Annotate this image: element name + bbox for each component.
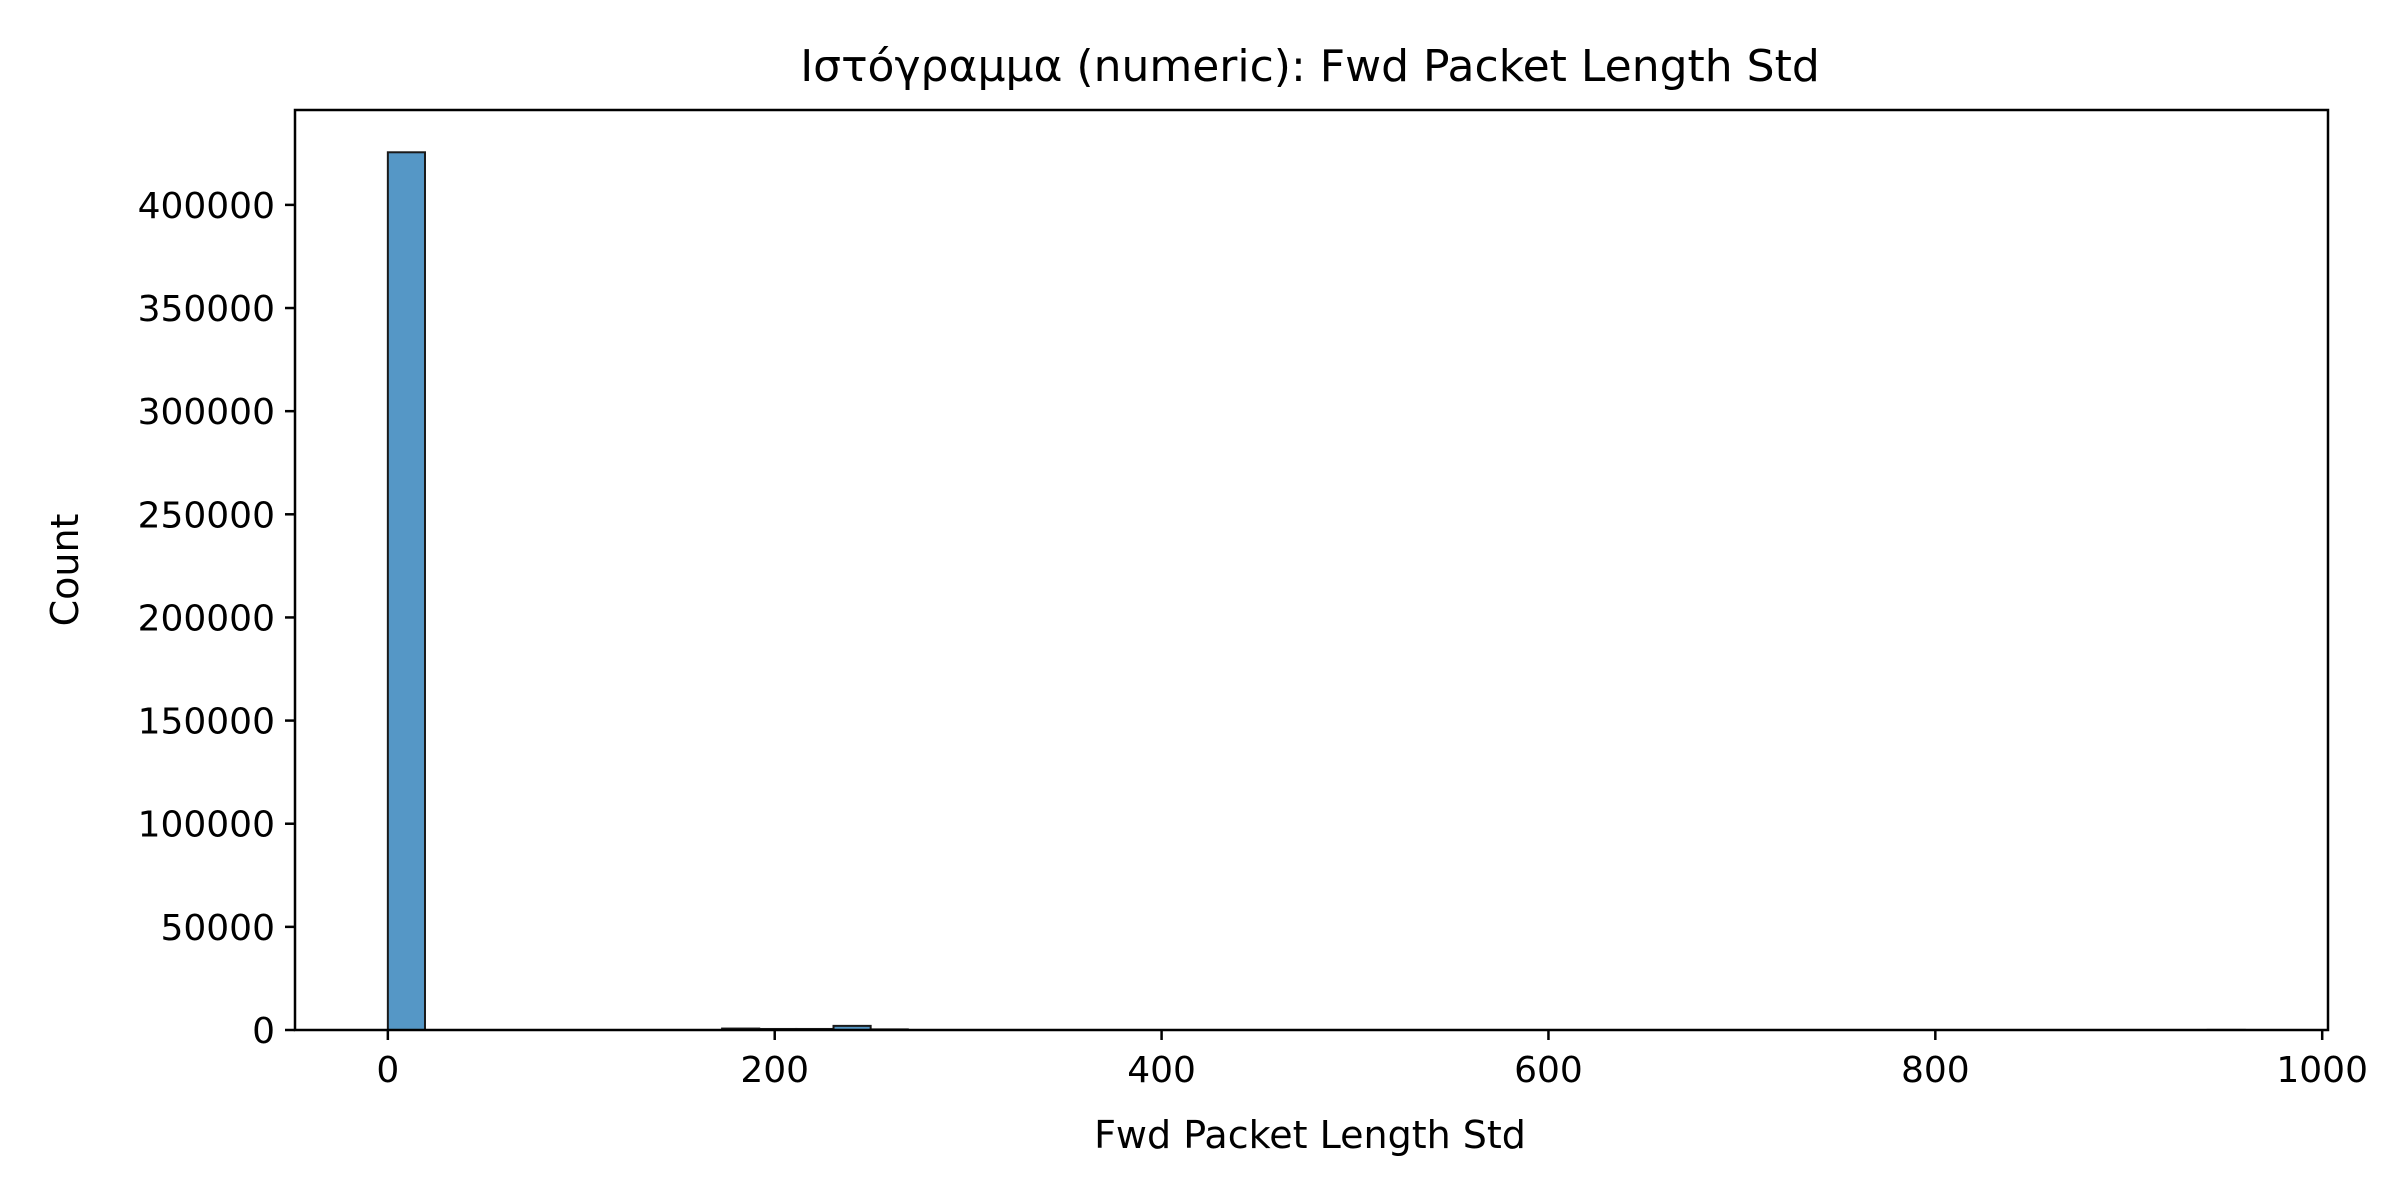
y-tick-label: 0 [252,1011,275,1052]
x-tick-label: 600 [1514,1050,1583,1091]
y-tick-label: 250000 [138,495,275,536]
y-axis-ticks: 0 50000 100000 150000 200000 250000 300000 3500… [138,186,295,1052]
y-tick-label: 200000 [138,598,275,639]
bars-group [386,151,2246,1032]
x-axis-ticks: 0 200 400 600 800 1000 [376,1030,2368,1091]
histogram-bar [386,151,426,1032]
chart-title: Ιστόγραμμα (numeric): Fwd Packet Length … [800,41,1820,92]
y-tick-label: 150000 [138,702,275,743]
x-tick-label: 1000 [2276,1050,2368,1091]
y-axis-label: Count [43,514,87,627]
y-tick-label: 400000 [138,186,275,227]
x-axis-label: Fwd Packet Length Std [1094,1113,1526,1157]
y-tick-label: 350000 [138,289,275,330]
y-tick-label: 100000 [138,805,275,846]
y-tick-label: 300000 [138,392,275,433]
x-tick-label: 200 [740,1050,809,1091]
y-tick-label: 50000 [160,908,275,949]
x-tick-label: 0 [376,1050,399,1091]
plot-frame [293,108,2330,1032]
x-tick-label: 800 [1901,1050,1970,1091]
x-tick-label: 400 [1127,1050,1196,1091]
